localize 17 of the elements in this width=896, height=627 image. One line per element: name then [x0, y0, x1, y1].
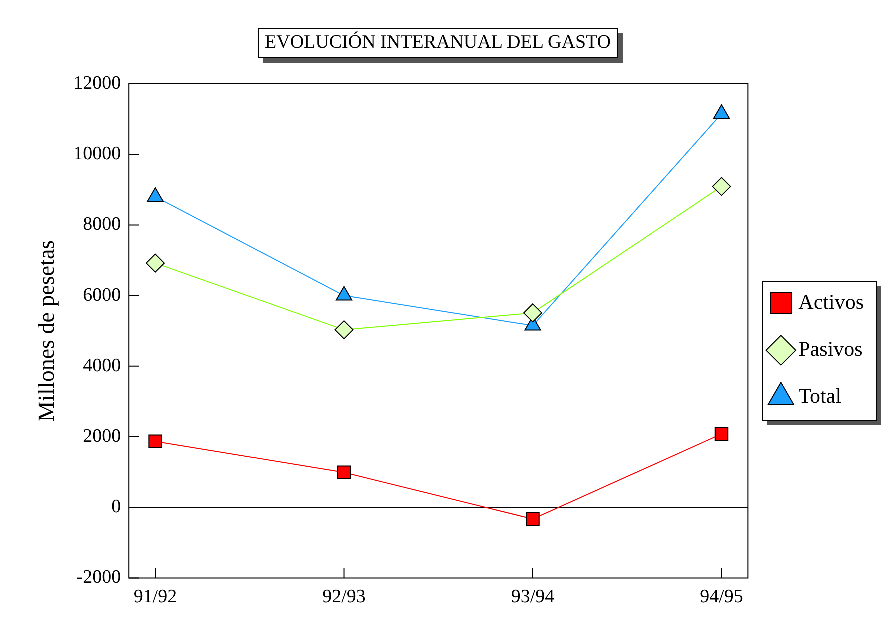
legend-label: Total	[798, 384, 842, 408]
y-tick-label: 4000	[83, 355, 122, 376]
y-tick-label: 12000	[74, 72, 122, 94]
legend-label: Pasivos	[798, 337, 863, 362]
y-tick-label: 10000	[74, 144, 122, 165]
x-tick-label: 91/92	[134, 586, 178, 608]
x-tick-label: 92/93	[322, 586, 366, 608]
y-tick-label: 6000	[83, 284, 122, 306]
y-axis-title: Millones de pesetas	[34, 240, 59, 422]
x-tick-label: 94/95	[700, 586, 744, 608]
y-tick-label: -2000	[76, 567, 122, 588]
y-tick-label: 0	[112, 496, 122, 518]
chart-title: EVOLUCIÓN INTERANUAL DEL GASTO	[258, 28, 618, 58]
y-tick-label: 2000	[83, 426, 122, 447]
y-tick-label: 8000	[83, 214, 122, 236]
x-tick-label: 93/94	[511, 586, 556, 608]
legend-label: Activos	[798, 290, 864, 314]
